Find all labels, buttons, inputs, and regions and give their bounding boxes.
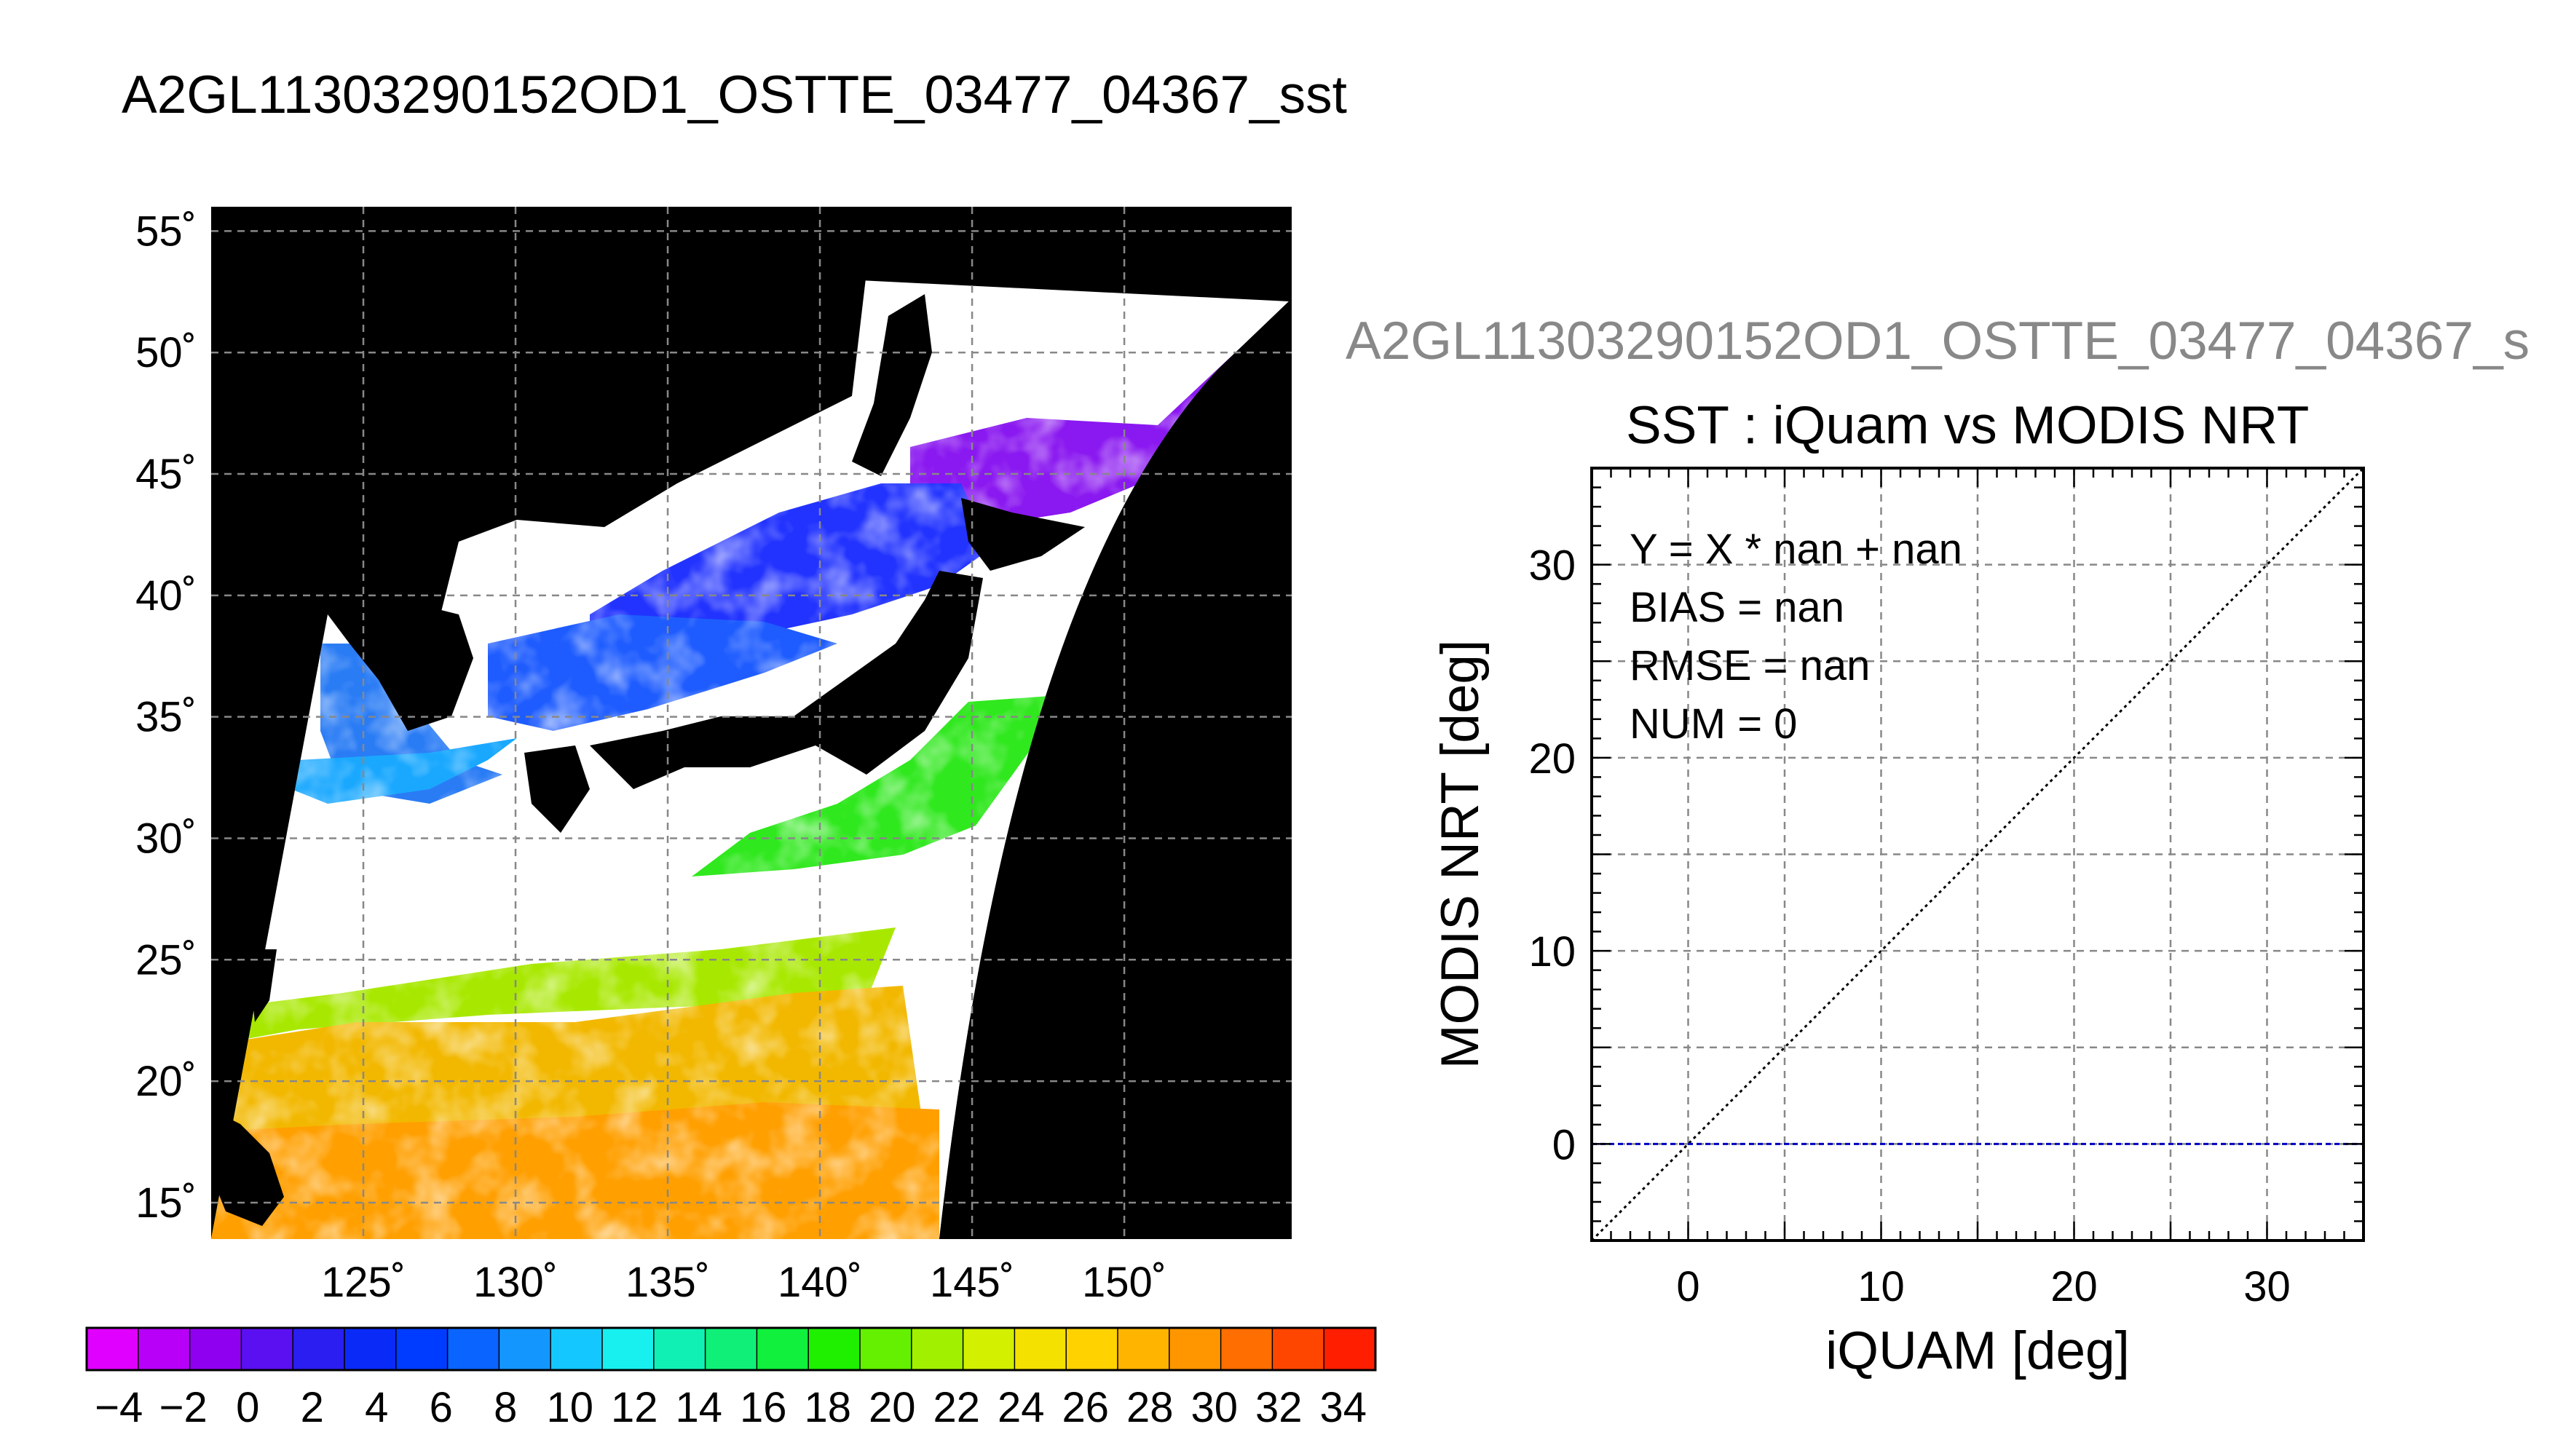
land-kyushu bbox=[524, 745, 590, 833]
land-taiwan bbox=[251, 949, 277, 1022]
scatter-y-tick-label: 20 bbox=[1528, 735, 1576, 783]
land-sakhalin bbox=[852, 294, 932, 476]
colorbar-tick-label: 20 bbox=[869, 1384, 916, 1431]
colorbar-tick-label: 24 bbox=[998, 1384, 1045, 1431]
colorbar-segment bbox=[1169, 1328, 1222, 1370]
map-x-tick-label: 130˚ bbox=[473, 1259, 558, 1306]
land-asia-mainland bbox=[211, 272, 866, 658]
map-y-tick-label: 45˚ bbox=[135, 451, 197, 498]
colorbar-segment bbox=[138, 1328, 191, 1370]
colorbar-segment bbox=[1324, 1328, 1376, 1370]
colorbar-tick-label: 0 bbox=[236, 1384, 259, 1431]
colorbar-tick-label: 28 bbox=[1126, 1384, 1174, 1431]
colorbar-tick-label: 8 bbox=[494, 1384, 517, 1431]
colorbar-segment bbox=[963, 1328, 1015, 1370]
scatter-stat-annotation: NUM = 0 bbox=[1630, 700, 1797, 748]
colorbar-segment bbox=[87, 1328, 139, 1370]
map-x-tick-label: 140˚ bbox=[778, 1259, 862, 1306]
map-y-tick-label: 40˚ bbox=[135, 572, 197, 620]
scatter-y-tick-label: 30 bbox=[1528, 542, 1576, 590]
scatter-x-axis-label: iQUAM [deg] bbox=[1825, 1321, 2130, 1380]
land-luzon bbox=[211, 1109, 284, 1226]
colorbar-segment bbox=[550, 1328, 603, 1370]
colorbar-tick-label: 26 bbox=[1062, 1384, 1109, 1431]
map-y-tick-label: 25˚ bbox=[135, 936, 197, 984]
scatter-line-one-to-one bbox=[1590, 467, 2365, 1242]
scatter-x-tick-label: 0 bbox=[1676, 1263, 1699, 1310]
colorbar-segment bbox=[499, 1328, 551, 1370]
colorbar-segment bbox=[1014, 1328, 1067, 1370]
scatter-title: SST : iQuam vs MODIS NRT bbox=[1626, 396, 2310, 455]
colorbar-segment bbox=[241, 1328, 293, 1370]
colorbar-tick-label: 16 bbox=[740, 1384, 787, 1431]
scatter-x-tick-label: 10 bbox=[1857, 1263, 1905, 1310]
scatter-y-tick-label: 0 bbox=[1552, 1121, 1576, 1168]
colorbar-tick-label: 32 bbox=[1255, 1384, 1303, 1431]
map-x-tick-label: 125˚ bbox=[321, 1259, 406, 1306]
colorbar-tick-label: 18 bbox=[804, 1384, 851, 1431]
colorbar-tick-label: −2 bbox=[159, 1384, 208, 1431]
scatter-x-tick-label: 20 bbox=[2050, 1263, 2098, 1310]
colorbar-tick-label: 22 bbox=[933, 1384, 980, 1431]
scatter-frame bbox=[1590, 467, 2365, 1242]
scatter-stat-annotation: Y = X * nan + nan bbox=[1630, 526, 1962, 573]
colorbar-segment bbox=[1220, 1328, 1273, 1370]
colorbar-segment bbox=[860, 1328, 912, 1370]
map-x-tick-label: 145˚ bbox=[930, 1259, 1014, 1306]
colorbar-segment bbox=[189, 1328, 242, 1370]
colorbar-segment bbox=[757, 1328, 809, 1370]
colorbar-segment bbox=[808, 1328, 861, 1370]
colorbar-tick-label: 14 bbox=[675, 1384, 722, 1431]
scatter-x-tick-label: 30 bbox=[2243, 1263, 2291, 1310]
scatter-stat-annotation: RMSE = nan bbox=[1630, 642, 1870, 689]
map-y-tick-label: 35˚ bbox=[135, 694, 197, 741]
scatter-file-title: A2GL11303290152OD1_OSTTE_03477_04367_s bbox=[1346, 312, 2530, 371]
sst-map-svg bbox=[211, 207, 1292, 1239]
map-y-tick-label: 15˚ bbox=[135, 1179, 197, 1227]
map-y-tick-label: 50˚ bbox=[135, 329, 197, 376]
colorbar-segment bbox=[1066, 1328, 1118, 1370]
colorbar-tick-label: 34 bbox=[1319, 1384, 1367, 1431]
map-y-tick-label: 55˚ bbox=[135, 207, 197, 255]
colorbar-segment bbox=[344, 1328, 397, 1370]
colorbar-segment bbox=[911, 1328, 964, 1370]
colorbar-segment bbox=[602, 1328, 655, 1370]
colorbar-tick-label: 2 bbox=[301, 1384, 324, 1431]
main-title: A2GL11303290152OD1_OSTTE_03477_04367_sst bbox=[122, 66, 1347, 124]
land-honshu bbox=[590, 571, 983, 789]
colorbar-segment bbox=[293, 1328, 345, 1370]
map-x-tick-label: 135˚ bbox=[625, 1259, 710, 1306]
scatter-stat-annotation: BIAS = nan bbox=[1630, 584, 1844, 631]
colorbar-frame bbox=[85, 1326, 1377, 1372]
no-swath-region bbox=[939, 301, 1292, 1239]
map-grid bbox=[211, 207, 1292, 1239]
colorbar-tick-label: 30 bbox=[1190, 1384, 1238, 1431]
colorbar-segment bbox=[653, 1328, 706, 1370]
colorbar-segment bbox=[1118, 1328, 1170, 1370]
colorbar-tick-label: 4 bbox=[365, 1384, 388, 1431]
colorbar-segment bbox=[447, 1328, 499, 1370]
colorbar-segment bbox=[705, 1328, 757, 1370]
colorbar-tick-label: 10 bbox=[546, 1384, 593, 1431]
colorbar-segment bbox=[1272, 1328, 1324, 1370]
scatter-y-axis-label: MODIS NRT [deg] bbox=[1431, 640, 1490, 1069]
map-x-tick-label: 150˚ bbox=[1082, 1259, 1166, 1306]
land-hokkaido bbox=[961, 498, 1085, 571]
colorbar-tick-label: 12 bbox=[611, 1384, 658, 1431]
map-y-tick-label: 20˚ bbox=[135, 1058, 197, 1105]
colorbar-tick-label: −4 bbox=[95, 1384, 143, 1431]
sst-map-panel bbox=[211, 207, 1292, 1239]
colorbar-tick-label: 6 bbox=[430, 1384, 453, 1431]
land-masses bbox=[211, 272, 1085, 1226]
map-y-tick-label: 30˚ bbox=[135, 815, 197, 862]
colorbar-segment bbox=[395, 1328, 449, 1370]
scatter-y-tick-label: 10 bbox=[1528, 928, 1576, 976]
